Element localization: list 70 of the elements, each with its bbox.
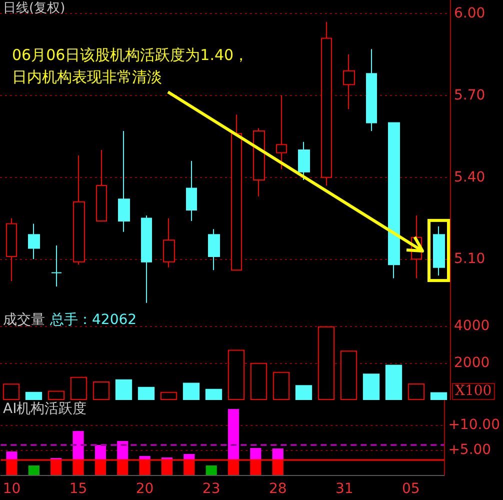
bar [385,364,402,400]
bar [72,431,84,460]
bar [115,379,132,400]
bar [340,350,358,400]
bar [25,392,42,400]
bar [28,466,40,475]
x-tick-label: 10 [2,481,21,497]
candlestick [276,94,287,170]
candlestick [141,215,152,304]
candlestick [208,228,220,271]
y-tick-label: 5.10 [454,251,486,268]
candlestick [186,160,197,222]
bar [184,454,195,460]
bar [228,409,240,460]
bar [250,362,268,400]
bar [430,392,448,400]
candlestick [298,141,310,181]
y-tick-label: 5.70 [454,87,486,104]
bar [272,372,290,400]
candlestick [73,155,85,266]
candlestick [6,218,17,282]
bar [92,381,110,400]
candlestick [231,114,242,271]
bar [160,392,178,400]
x-tick-label: 20 [136,481,154,497]
bar [205,388,222,400]
chart-subtitle: 总手：42062 [50,312,137,328]
y-tick-label: 6.00 [454,6,486,22]
y-axis-title: X100 [452,383,495,400]
candlestick [51,245,62,287]
y-tick-label: +5.00 [448,442,492,458]
bar [408,384,425,400]
candlestick [253,128,265,197]
candlestick [433,226,445,276]
bar [138,386,155,400]
x-tick-label: 31 [335,481,354,497]
bar [117,441,128,460]
candlestick [321,21,332,186]
bar [2,384,20,400]
y-tick-label: 5.40 [454,169,486,186]
candlestick [118,130,130,232]
bar [6,452,18,460]
x-tick-label: 15 [69,481,88,497]
annotation: 06月06日该股机构活跃度为1.40，日内机构表现非常清淡 [12,45,250,88]
bar [70,376,88,400]
bar [48,390,65,400]
bar [362,374,380,400]
y-tick-label: +10.00 [448,417,500,433]
candlestick [96,150,107,222]
x-tick-label: 05 [402,481,420,497]
bar [295,385,312,400]
y-tick-label: 4000 [454,318,490,334]
candlestick [366,48,377,132]
chart-title: 成交量 [3,312,45,328]
bar [206,466,217,475]
chart-title: AI机构活跃度 [3,401,87,417]
bar [228,350,245,400]
candlestick [343,54,355,110]
bar [272,448,284,460]
x-tick-label: 28 [268,481,287,497]
bar [250,448,262,460]
bar [182,382,200,400]
candlestick [28,223,40,260]
chart-title: 日线(复权) [3,1,66,17]
candlestick [163,218,175,268]
candlestick [388,122,400,279]
bar [318,326,335,400]
bar [94,445,106,460]
y-tick-label: 2000 [454,354,490,371]
x-tick-label: 23 [202,481,220,497]
